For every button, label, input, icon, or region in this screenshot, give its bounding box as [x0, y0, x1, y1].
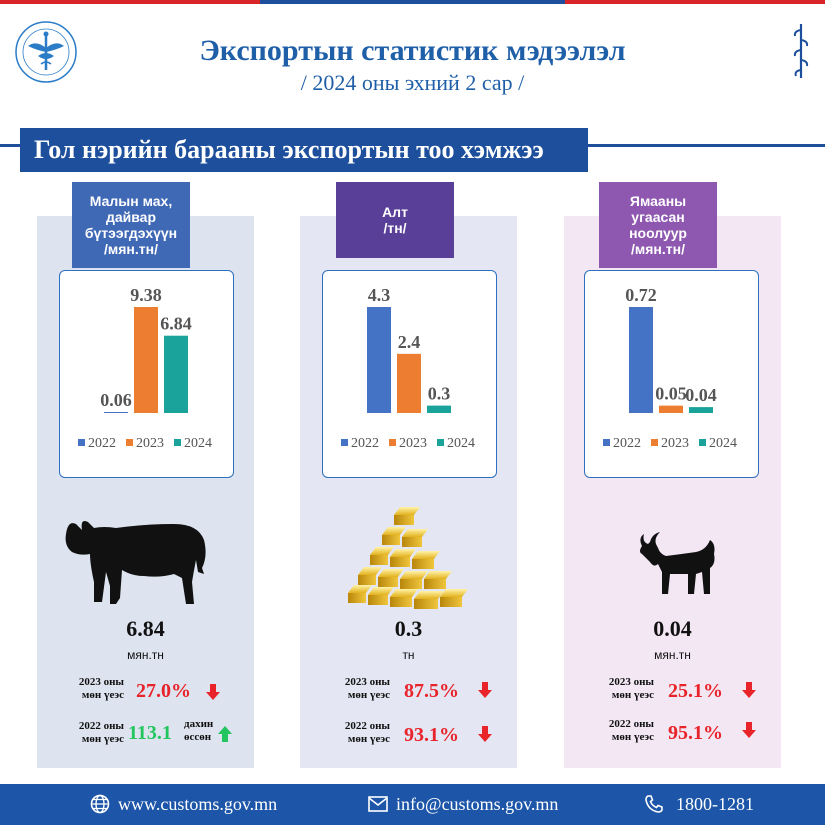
bar-2022	[629, 307, 653, 413]
comparison-value: 113.1	[128, 722, 172, 744]
gold-unit: тн	[402, 648, 415, 662]
customs-logo	[14, 20, 78, 84]
bar-value-label: 0.05	[655, 384, 687, 404]
chart-cashmere: 0.72 0.05 0.04 2022 2023 2024	[584, 270, 759, 478]
meat-value: 6.84	[126, 616, 165, 641]
tag-line: Ямааны	[629, 193, 687, 209]
bar-chart: 4.3 2.4 0.3 2022 2023 2024	[341, 285, 475, 451]
section-banner: Гол нэрийн барааны экспортын тоо хэмжээ	[20, 128, 588, 172]
globe-icon	[90, 794, 110, 814]
gold-value: 0.3	[394, 616, 423, 641]
top-stripe	[0, 0, 825, 4]
tag-line: бүтээгдэхүүн	[84, 225, 178, 241]
tag-gold: Алт /тн/	[336, 182, 454, 258]
arrow-down-icon	[742, 682, 756, 703]
comparison-value: 87.5%	[404, 680, 459, 702]
bar-value-label: 9.38	[130, 285, 162, 305]
legend-label: 2022	[88, 436, 116, 451]
legend-label: 2023	[136, 436, 164, 451]
legend-swatch	[78, 439, 85, 446]
bar-value-label: 0.04	[685, 385, 717, 405]
phone-icon	[645, 795, 663, 813]
bar-value-label: 0.72	[625, 285, 657, 305]
chart-meat: 0.06 9.38 6.84 2022 2023 2024	[59, 270, 234, 478]
gold-bars-icon	[346, 497, 472, 617]
comparison-label: 2023 оны мөн үеэс	[608, 676, 654, 701]
legend-label: 2024	[709, 436, 737, 451]
tag-line: /мян.тн/	[104, 241, 158, 257]
legend-label: 2023	[399, 436, 427, 451]
tag-line: /тн/	[383, 220, 407, 236]
bar-2023	[134, 307, 158, 413]
legend-swatch	[437, 439, 444, 446]
legend-label: 2024	[447, 436, 475, 451]
comparison-value: 25.1%	[668, 680, 723, 702]
page-subtitle: / 2024 оны эхний 2 сар /	[300, 70, 525, 95]
footer-website-link[interactable]: www.customs.gov.mn	[118, 794, 278, 814]
comparison-label: 2022 оны мөн үеэс	[344, 720, 390, 745]
bar-2024	[427, 405, 451, 413]
cashmere-unit: мян.тн	[654, 648, 691, 662]
page-title: Экспортын статистик мэдээлэл	[199, 34, 626, 67]
arrow-up-icon	[218, 726, 232, 747]
arrow-down-icon	[478, 726, 492, 747]
meat-unit: мян.тн	[127, 648, 164, 662]
legend-label: 2022	[351, 436, 379, 451]
legend-swatch	[341, 439, 348, 446]
legend-label: 2024	[184, 436, 212, 451]
script-mark-icon	[791, 22, 811, 80]
bar-value-label: 2.4	[398, 332, 421, 352]
bar-chart: 0.06 9.38 6.84 2022 2023 2024	[78, 285, 212, 451]
comparison-label: 2022 оны мөн үеэс	[608, 718, 654, 743]
bar-chart: 0.72 0.050.04 2022 2023 2024	[603, 285, 737, 451]
mail-icon	[368, 796, 388, 812]
comparison-value: 93.1%	[404, 724, 459, 746]
tag-line: угаасан	[631, 209, 685, 225]
arrow-down-icon	[742, 722, 756, 743]
comparison-extra: дахин өссөн	[184, 718, 214, 743]
legend-swatch	[603, 439, 610, 446]
legend-label: 2023	[661, 436, 689, 451]
chart-gold: 4.3 2.4 0.3 2022 2023 2024	[322, 270, 497, 478]
cashmere-value: 0.04	[653, 616, 692, 641]
bar-2023	[397, 353, 421, 413]
bar-2022	[367, 307, 391, 413]
tag-line: ноолуур	[629, 225, 687, 241]
tag-line: Малын мах,	[89, 193, 173, 209]
arrow-down-icon	[478, 682, 492, 703]
bar-value-label: 6.84	[160, 314, 192, 334]
arrow-down-icon	[206, 684, 220, 705]
comparison-value: 95.1%	[668, 722, 723, 744]
legend-swatch	[699, 439, 706, 446]
tag-cashmere: Ямааны угаасан ноолуур /мян.тн/	[599, 182, 717, 268]
legend-swatch	[126, 439, 133, 446]
legend-swatch	[174, 439, 181, 446]
tag-line: Алт	[382, 204, 408, 220]
comparison-value: 27.0%	[136, 680, 191, 702]
cow-icon	[64, 512, 214, 608]
comparison-label: 2023 оны мөн үеэс	[344, 676, 390, 701]
bar-2024	[164, 335, 188, 413]
footer-phone-link[interactable]: 1800-1281	[676, 794, 754, 814]
tag-line: дайвар	[105, 209, 157, 225]
comparison-label: 2022 оны мөн үеэс	[78, 720, 124, 745]
footer: www.customs.gov.mn info@customs.gov.mn 1…	[0, 784, 825, 825]
goat-icon	[636, 528, 718, 598]
bar-2023	[659, 405, 683, 413]
footer-email-link[interactable]: info@customs.gov.mn	[396, 794, 559, 814]
legend-label: 2022	[613, 436, 641, 451]
bar-value-label: 0.06	[100, 390, 132, 410]
tag-line: /мян.тн/	[631, 241, 685, 257]
comparison-label: 2023 оны мөн үеэс	[78, 676, 124, 701]
bar-2022	[104, 412, 128, 413]
bar-value-label: 4.3	[368, 285, 391, 305]
legend-swatch	[389, 439, 396, 446]
bar-value-label: 0.3	[428, 384, 451, 404]
legend-swatch	[651, 439, 658, 446]
bar-2024	[689, 407, 713, 413]
tag-meat: Малын мах, дайвар бүтээгдэхүүн /мян.тн/	[72, 182, 190, 268]
